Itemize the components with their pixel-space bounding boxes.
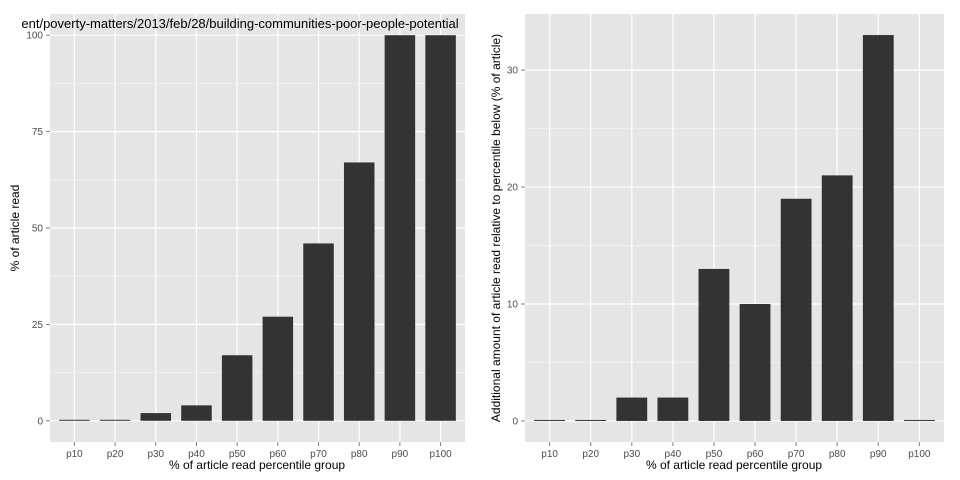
- x-tick-label: p20: [582, 449, 599, 460]
- y-axis-title: Additional amount of article read relati…: [489, 34, 503, 422]
- x-tick-label: p60: [747, 449, 764, 460]
- bar-p70: [780, 198, 812, 421]
- bar-p10: [59, 419, 90, 421]
- y-tick-label: 10: [507, 300, 519, 311]
- bar-p10: [534, 419, 566, 421]
- x-tick-label: p70: [788, 449, 805, 460]
- y-tick-label: 100: [26, 31, 43, 42]
- bar-p70: [303, 243, 334, 421]
- x-tick-label: p30: [623, 449, 640, 460]
- bar-p20: [575, 419, 607, 421]
- x-tick-label: p40: [665, 449, 682, 460]
- y-axis-title: % of article read: [8, 185, 22, 272]
- x-tick-label: p20: [107, 449, 124, 460]
- bar-p40: [181, 405, 212, 421]
- bar-p80: [821, 175, 853, 421]
- bar-p100: [903, 419, 935, 421]
- bar-p60: [739, 304, 771, 421]
- x-tick-label: p90: [392, 449, 409, 460]
- bar-p100: [425, 35, 456, 421]
- x-tick-label: p100: [429, 449, 452, 460]
- chart-panel-2: 0 10 20 30 p10 p20 p30 p40 p50 p60 p70 p80 p90 p100 % …: [489, 14, 944, 472]
- y-tick-label: 25: [32, 320, 44, 331]
- x-axis-title: % of article read percentile group: [169, 458, 345, 472]
- bar-p50: [698, 268, 730, 421]
- x-tick-label: p10: [541, 449, 558, 460]
- bar-p20: [99, 419, 131, 421]
- x-tick-label: p50: [706, 449, 723, 460]
- chart-panel-1: 0 25 50 75 100 p10 p20 p30 p40 p50 p60 p70 p80 p90 p10…: [8, 14, 465, 472]
- bar-p50: [221, 355, 253, 421]
- bar-p40: [657, 397, 689, 421]
- x-tick-label: p70: [310, 449, 327, 460]
- x-axis-title: % of article read percentile group: [646, 458, 822, 472]
- y-tick-label: 0: [512, 416, 518, 427]
- y-tick-label: 30: [507, 66, 519, 77]
- bar-p60: [262, 316, 294, 421]
- x-tick-label: p80: [351, 449, 368, 460]
- x-tick-label: p90: [870, 449, 887, 460]
- x-tick-label: p100: [908, 449, 931, 460]
- x-tick-label: p10: [66, 449, 83, 460]
- x-tick-label: p60: [269, 449, 286, 460]
- y-tick-label: 75: [32, 127, 44, 138]
- y-tick-label: 20: [507, 183, 519, 194]
- bar-p90: [384, 35, 416, 421]
- chart-title: ent/poverty-matters/2013/feb/28/building…: [21, 16, 458, 31]
- bar-p80: [343, 162, 375, 421]
- bar-p30: [140, 413, 172, 421]
- y-tick-label: 0: [37, 416, 43, 427]
- y-tick-label: 50: [32, 224, 44, 235]
- x-tick-label: p30: [147, 449, 164, 460]
- bar-p90: [862, 35, 894, 421]
- x-tick-label: p80: [829, 449, 846, 460]
- x-tick-label: p40: [188, 449, 205, 460]
- x-tick-label: p50: [229, 449, 246, 460]
- bar-p30: [616, 397, 648, 421]
